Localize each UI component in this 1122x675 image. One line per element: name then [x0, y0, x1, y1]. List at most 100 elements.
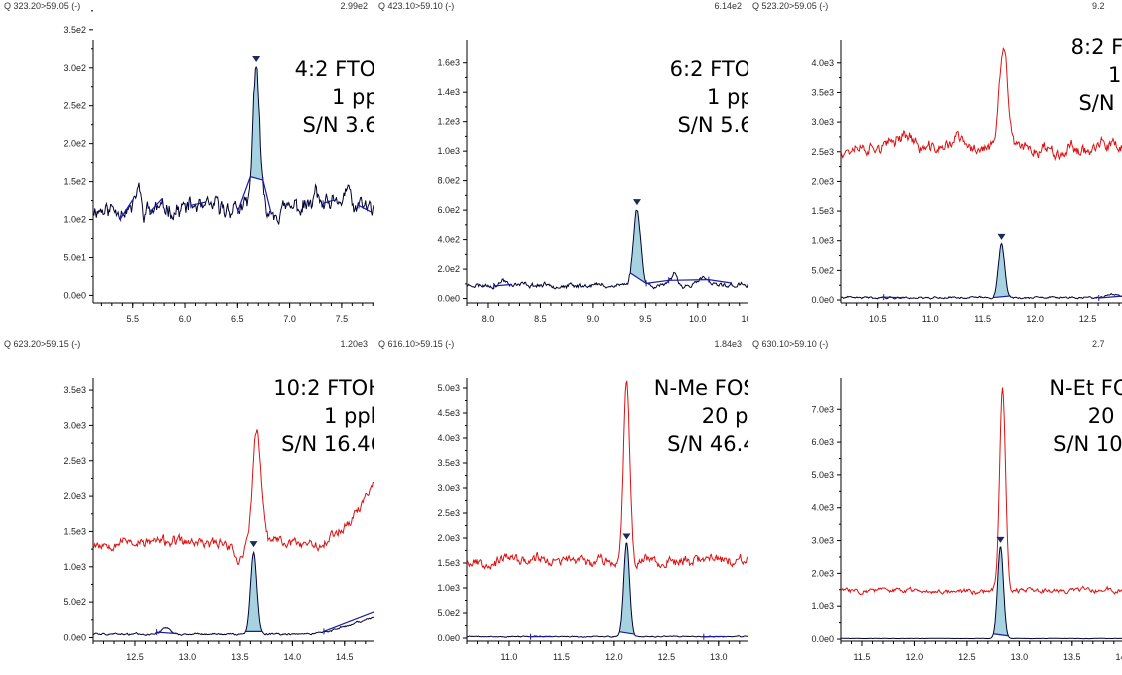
chromatogram-plot: 0.0e0 5.0e1 1.0e2 1.5e2 2.0e2 2.5e2 3.0e2 3.5e2…	[63, 10, 374, 324]
integration-baseline	[619, 631, 635, 635]
integrated-peak-area	[993, 547, 1009, 636]
x-tick-label: 14.0	[1116, 652, 1122, 662]
y-tick-label: 1.0e2	[63, 215, 86, 225]
y-tick-label: 2.0e3	[811, 176, 834, 186]
y-tick-label: 1.0e3	[63, 562, 86, 572]
integration-baseline	[708, 279, 732, 284]
y-tick-label: 3.0e3	[63, 420, 86, 430]
chromatogram-trace	[840, 242, 1122, 300]
y-tick-label: 0.0e0	[811, 634, 834, 644]
y-tick-label: 7.0e3	[811, 404, 834, 414]
chromatogram-trace	[466, 380, 748, 571]
compound-name: N-Me FOSE	[653, 376, 748, 400]
x-tick-label: 11.0	[922, 314, 939, 324]
x-tick-label: 8.0	[482, 314, 495, 324]
x-tick-label: 14.5	[336, 652, 354, 662]
y-tick-label: 0.0e0	[811, 295, 834, 305]
x-tick-label: 9.0	[587, 314, 600, 324]
integration-baseline	[646, 279, 669, 284]
chromatogram-trace	[466, 209, 748, 290]
x-tick-label: 12.0	[605, 652, 623, 662]
chromatogram-trace	[840, 387, 1122, 596]
x-tick-label: 13.0	[1011, 652, 1029, 662]
chromatogram-trace	[840, 546, 1122, 640]
x-tick-label: 10.5	[869, 314, 887, 324]
concentration: 20 ppt	[1087, 404, 1122, 428]
apex-marker	[997, 233, 1006, 240]
signal-to-noise: S/N 3.63	[302, 113, 374, 137]
chromatogram-panel-5: Q 616.10>59.15 (-) 1.84e3 0.0e0 5.0e2 1.0e…	[374, 338, 748, 675]
y-tick-label: 2.0e3	[437, 533, 460, 543]
x-tick-label: 11.5	[974, 314, 991, 324]
y-tick-label: 6.0e3	[811, 437, 834, 447]
y-tick-label: 2.0e2	[437, 264, 460, 274]
apex-marker	[622, 533, 631, 540]
compound-name: 4:2 FTOH	[294, 57, 374, 81]
integration-baseline	[993, 295, 1011, 299]
concentration: 1 ppb	[1107, 63, 1122, 87]
compound-name: 10:2 FTOH	[273, 376, 374, 400]
integrated-peak-area	[245, 552, 262, 632]
integrated-peak-area	[619, 543, 635, 635]
x-tick-label: 10.5	[742, 314, 748, 324]
x-tick-label: 11.5	[553, 652, 570, 662]
y-tick-label: 1.6e3	[437, 58, 460, 68]
x-tick-label: 12.5	[126, 652, 144, 662]
y-tick-label: 1.0e3	[437, 146, 460, 156]
chromatogram-plot: 0.0e0 2.0e2 4.0e2 6.0e2 8.0e2 1.0e3 1.2e3 1.4e3…	[437, 40, 748, 324]
apex-marker	[632, 199, 641, 206]
x-tick-label: 6.0	[179, 314, 192, 324]
integration-baseline	[262, 179, 272, 215]
integrated-peak-area	[630, 210, 647, 284]
y-tick-label: 1.5e3	[437, 558, 460, 568]
x-tick-label: 14.0	[284, 652, 302, 662]
x-tick-label: 12.5	[1079, 314, 1097, 324]
x-tick-label: 13.0	[179, 652, 197, 662]
y-tick-label: 5.0e3	[437, 383, 460, 393]
integration-baseline	[120, 198, 134, 219]
y-tick-label: 0.0e0	[437, 294, 460, 304]
apex-marker	[249, 541, 258, 548]
y-tick-label: 5.0e1	[63, 252, 86, 262]
max-intensity-label: 1.20e3	[340, 339, 368, 349]
y-tick-label: 8.0e2	[437, 176, 460, 186]
integration-baseline	[358, 204, 372, 213]
integration-baseline	[629, 272, 647, 284]
channel-label: Q 523.20>59.05 (-)	[752, 1, 829, 11]
y-tick-label: 3.0e3	[437, 483, 460, 493]
axes: 0.0e0 5.0e2 1.0e3 1.5e3 2.0e3 2.5e3 3.0e3 3.5e3…	[811, 40, 1122, 324]
compound-name: 8:2 FTOH	[1070, 35, 1122, 59]
x-tick-label: 11.5	[854, 652, 871, 662]
compound-name: N-Et FOSE	[1049, 376, 1122, 400]
y-tick-label: 4.0e3	[437, 433, 460, 443]
integration-baseline	[322, 199, 335, 204]
chromatogram-plot: 0.0e0 5.0e2 1.0e3 1.5e3 2.0e3 2.5e3 3.0e3 3.5e3…	[811, 40, 1122, 324]
apex-marker	[252, 55, 261, 62]
y-tick-label: 1.5e3	[811, 206, 834, 216]
integration-baseline	[883, 296, 905, 299]
channel-label: Q 623.20>59.15 (-)	[4, 339, 81, 349]
max-intensity-label: 2.7	[1092, 339, 1105, 349]
y-tick-label: 1.0e3	[437, 583, 460, 593]
signal-to-noise: S/N 16.46	[281, 432, 374, 456]
chromatogram-panel-1: Q 323.20>59.05 (-) 2.99e2 0.0e0 5.0e1 1.0e…	[0, 0, 374, 338]
x-tick-label: 8.5	[534, 314, 547, 324]
y-tick-label: 5.0e2	[437, 608, 460, 618]
chromatogram-trace	[92, 429, 374, 566]
chromatogram-plot: 0.0e0 5.0e2 1.0e3 1.5e3 2.0e3 2.5e3 3.0e3 3.5e3…	[63, 378, 374, 662]
x-tick-label: 11.0	[501, 652, 518, 662]
compound-annotation: 6:2 FTOH 1 ppb S/N 5.62	[587, 55, 748, 139]
chromatogram-trace	[92, 65, 374, 225]
max-intensity-label: 1.84e3	[714, 339, 742, 349]
chromatogram-panel-4: Q 623.20>59.15 (-) 1.20e3 0.0e0 5.0e2 1.0e…	[0, 338, 374, 675]
integration-baseline	[1098, 295, 1122, 299]
x-tick-label: 12.5	[658, 652, 676, 662]
chromatogram-trace	[466, 542, 748, 638]
signal-to-noise: S/N 46.40	[667, 432, 748, 456]
integration-baseline	[250, 176, 263, 181]
x-tick-label: 13.5	[231, 652, 249, 662]
concentration: 1 ppb	[323, 404, 374, 428]
y-tick-label: 4.0e3	[811, 503, 834, 513]
axes: 0.0e0 1.0e3 2.0e3 3.0e3 4.0e3 5.0e3 6.0e3 7.0e3…	[811, 378, 1122, 662]
x-tick-label: 12.0	[906, 652, 924, 662]
